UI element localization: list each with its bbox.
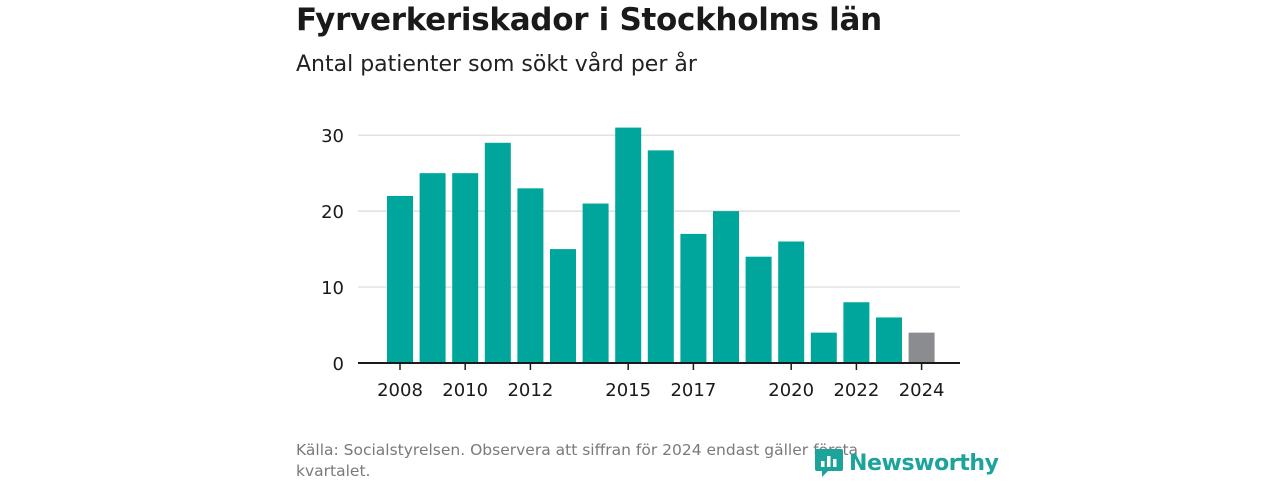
bar-2011 bbox=[484, 142, 511, 363]
x-tick-label: 2015 bbox=[605, 380, 651, 401]
bar-2020 bbox=[778, 241, 805, 363]
bar-2015 bbox=[615, 127, 642, 363]
x-tick-label: 2012 bbox=[507, 380, 553, 401]
bar-2016 bbox=[647, 150, 674, 363]
x-tick-label: 2024 bbox=[899, 380, 945, 401]
bar-2019 bbox=[745, 256, 772, 363]
bar-2021 bbox=[810, 332, 837, 363]
chart-title: Fyrverkeriskador i Stockholms län bbox=[296, 2, 882, 38]
y-tick-label: 10 bbox=[321, 278, 344, 299]
x-tick-label: 2017 bbox=[670, 380, 716, 401]
bar-2008 bbox=[387, 195, 413, 363]
y-tick-label: 30 bbox=[321, 126, 344, 147]
x-axis-labels: 2008 2010 2012 2015 2017 2020 2022 2024 bbox=[377, 380, 944, 401]
bar-2017 bbox=[680, 233, 707, 363]
bar-2023 bbox=[876, 317, 902, 363]
brand-name: Newsworthy bbox=[849, 450, 999, 476]
bar-2014 bbox=[582, 203, 609, 363]
bar-2009 bbox=[419, 173, 446, 363]
y-tick-label: 0 bbox=[333, 354, 344, 375]
y-tick-label: 20 bbox=[321, 202, 344, 223]
bar-2018 bbox=[713, 211, 739, 363]
x-axis bbox=[358, 362, 960, 370]
bar-2012 bbox=[517, 188, 544, 363]
x-tick-label: 2010 bbox=[442, 380, 488, 401]
bar-2013 bbox=[550, 249, 576, 363]
x-tick-label: 2022 bbox=[833, 380, 879, 401]
newsworthy-logo-icon bbox=[815, 449, 843, 477]
brand-logo: Newsworthy bbox=[814, 446, 999, 480]
bar-2024 bbox=[908, 332, 935, 363]
bars bbox=[387, 127, 935, 363]
bar-chart: 0 10 20 30 2008 2010 2012 2015 2017 2020 2022 2024 bbox=[321, 126, 960, 401]
source-note: Källa: Socialstyrelsen. Observera att si… bbox=[296, 441, 859, 480]
chart-subtitle: Antal patienter som sökt vård per år bbox=[296, 52, 697, 77]
x-tick-label: 2020 bbox=[768, 380, 814, 401]
x-tick-label: 2008 bbox=[377, 380, 423, 401]
y-axis-labels: 0 10 20 30 bbox=[321, 126, 344, 375]
bar-2010 bbox=[452, 173, 479, 363]
bar-2022 bbox=[843, 302, 870, 363]
